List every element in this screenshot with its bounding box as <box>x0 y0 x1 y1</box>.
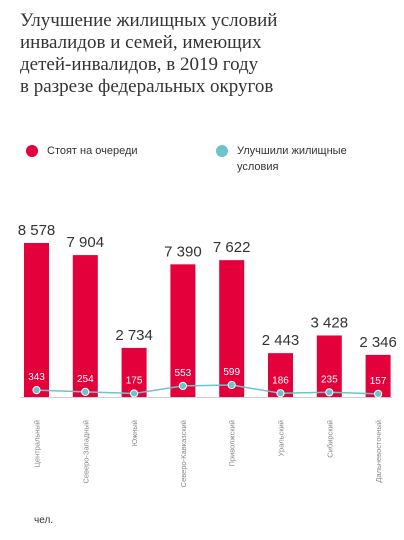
bar-4 <box>219 260 245 397</box>
category-tick-label-0: Центральный <box>33 420 42 468</box>
legend-label-improved: Улучшили жилищные условия <box>237 145 347 173</box>
bar-value-label-7: 2 346 <box>359 334 397 351</box>
title-line-1: Улучшение жилищных условий <box>20 10 278 31</box>
title-line-2: инвалидов и семей, имеющих <box>20 32 262 53</box>
improved-point-6 <box>325 388 334 397</box>
bar-value-label-3: 7 390 <box>164 243 202 260</box>
bar-value-label-0: 8 578 <box>18 222 56 239</box>
improved-value-label-7: 157 <box>370 376 387 387</box>
category-tick-label-1: Северо-Западный <box>81 420 90 484</box>
improved-value-label-5: 186 <box>272 375 289 386</box>
improved-point-2 <box>130 389 139 398</box>
improved-value-label-6: 235 <box>321 374 338 385</box>
bar-1 <box>72 255 98 397</box>
category-tick-label-5: Уральский <box>277 420 286 456</box>
title-line-4: в разрезе федеральных округов <box>20 76 274 97</box>
improved-point-4 <box>227 380 236 390</box>
bar-6 <box>316 335 342 397</box>
improved-point-1 <box>81 387 90 397</box>
legend-label-queue: Стоят на очереди <box>47 145 138 157</box>
improved-point-0 <box>32 386 41 395</box>
bar-value-label-1: 7 904 <box>67 234 105 251</box>
improved-point-3 <box>178 381 187 391</box>
improved-value-label-1: 254 <box>77 374 94 385</box>
category-tick-label-2: Южный <box>130 420 139 446</box>
improved-point-5 <box>276 389 285 398</box>
bar-3 <box>170 264 196 397</box>
category-tick-label-6: Сибирский <box>325 420 334 458</box>
improved-value-label-3: 553 <box>175 368 192 379</box>
legend-swatch-queue <box>26 145 38 157</box>
category-tick-label-3: Северо-Кавказский <box>179 420 188 487</box>
improved-value-label-4: 599 <box>223 367 240 378</box>
unit-label: чел. <box>34 515 54 526</box>
bar-value-label-6: 3 428 <box>311 314 349 331</box>
improved-value-label-2: 175 <box>126 375 143 386</box>
improved-point-7 <box>374 389 383 398</box>
improved-line <box>36 384 379 395</box>
title-line-3: детей-инвалидов, в 2019 году <box>20 54 259 75</box>
legend-swatch-improved <box>216 145 228 157</box>
category-tick-label-4: Приволжский <box>228 420 237 466</box>
chart-title: Улучшение жилищных условий инвалидов и с… <box>20 10 390 98</box>
bar-0 <box>24 243 49 397</box>
category-tick-label-7: Дальневосточный <box>374 420 383 483</box>
bar-value-label-5: 2 443 <box>262 332 300 349</box>
bar-2 <box>121 347 147 397</box>
bar-value-label-4: 7 622 <box>213 239 251 256</box>
improved-value-label-0: 343 <box>28 372 45 383</box>
bar-value-label-2: 2 734 <box>115 327 153 344</box>
legend-item-improved: Улучшили жилищные условия <box>216 143 386 175</box>
legend-item-queue: Стоят на очереди <box>26 143 138 159</box>
